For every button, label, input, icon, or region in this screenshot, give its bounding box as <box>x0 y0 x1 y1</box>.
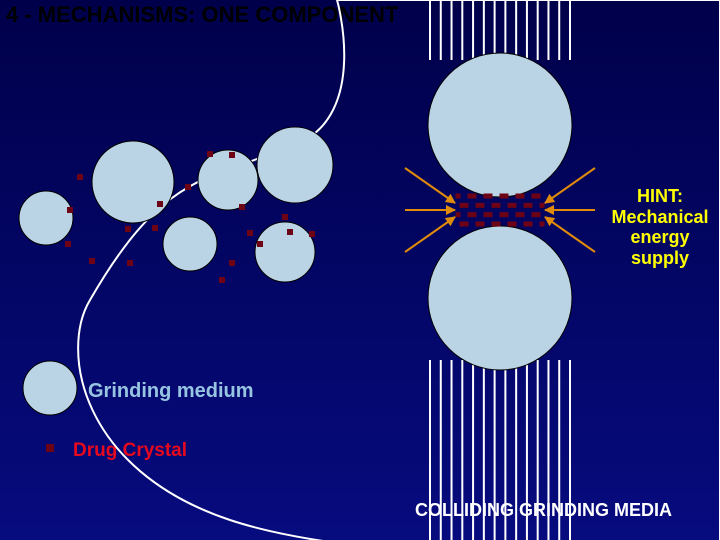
drug-crystal <box>496 203 501 208</box>
drug-crystal <box>528 203 533 208</box>
grinding-sphere <box>428 53 572 197</box>
grinding-sphere <box>198 150 258 210</box>
drug-crystal <box>229 152 235 158</box>
drug-crystal <box>77 174 83 180</box>
diagram-svg <box>0 0 720 540</box>
drug-crystal <box>247 230 253 236</box>
drug-crystal <box>127 260 133 266</box>
drug-crystal <box>540 222 545 227</box>
drug-crystal <box>512 203 517 208</box>
drug-crystal <box>125 226 131 232</box>
drug-crystal <box>229 260 235 266</box>
energy-arrow <box>405 217 455 252</box>
drug-crystal <box>152 225 158 231</box>
drug-crystal <box>496 222 501 227</box>
grinding-sphere <box>255 222 315 282</box>
drug-crystal <box>309 231 315 237</box>
drug-crystal <box>287 229 293 235</box>
drug-crystal <box>528 222 533 227</box>
drug-crystal <box>219 277 225 283</box>
drug-crystal <box>520 194 525 199</box>
drug-crystal <box>520 212 525 217</box>
drug-crystal <box>207 151 213 157</box>
drug-crystal <box>67 207 73 213</box>
grinding-sphere <box>163 217 217 271</box>
grinding-sphere <box>92 141 174 223</box>
drug-crystal <box>89 258 95 264</box>
drug-crystal <box>512 222 517 227</box>
drug-crystal <box>65 241 71 247</box>
grinding-sphere <box>257 127 333 203</box>
drug-crystal <box>282 214 288 220</box>
drug-crystal <box>464 203 469 208</box>
drug-crystal <box>239 204 245 210</box>
drug-crystal <box>504 212 509 217</box>
drug-crystal <box>472 212 477 217</box>
region-outline <box>78 0 720 540</box>
drug-crystal <box>456 194 461 199</box>
drug-crystal <box>472 194 477 199</box>
drug-crystal <box>480 203 485 208</box>
drug-crystal <box>488 212 493 217</box>
drug-crystal <box>257 241 263 247</box>
energy-arrow <box>545 217 595 252</box>
drug-crystal <box>540 203 545 208</box>
drug-crystal <box>464 222 469 227</box>
drug-crystal <box>185 184 191 190</box>
legend-drug-icon <box>46 444 54 452</box>
drug-crystal <box>536 194 541 199</box>
legend-grinding-icon <box>23 361 77 415</box>
drug-crystal <box>480 222 485 227</box>
drug-crystal <box>504 194 509 199</box>
grinding-sphere <box>428 226 572 370</box>
drug-crystal <box>536 212 541 217</box>
drug-crystal <box>456 212 461 217</box>
grinding-sphere <box>19 191 73 245</box>
drug-crystal <box>488 194 493 199</box>
drug-crystal <box>157 201 163 207</box>
